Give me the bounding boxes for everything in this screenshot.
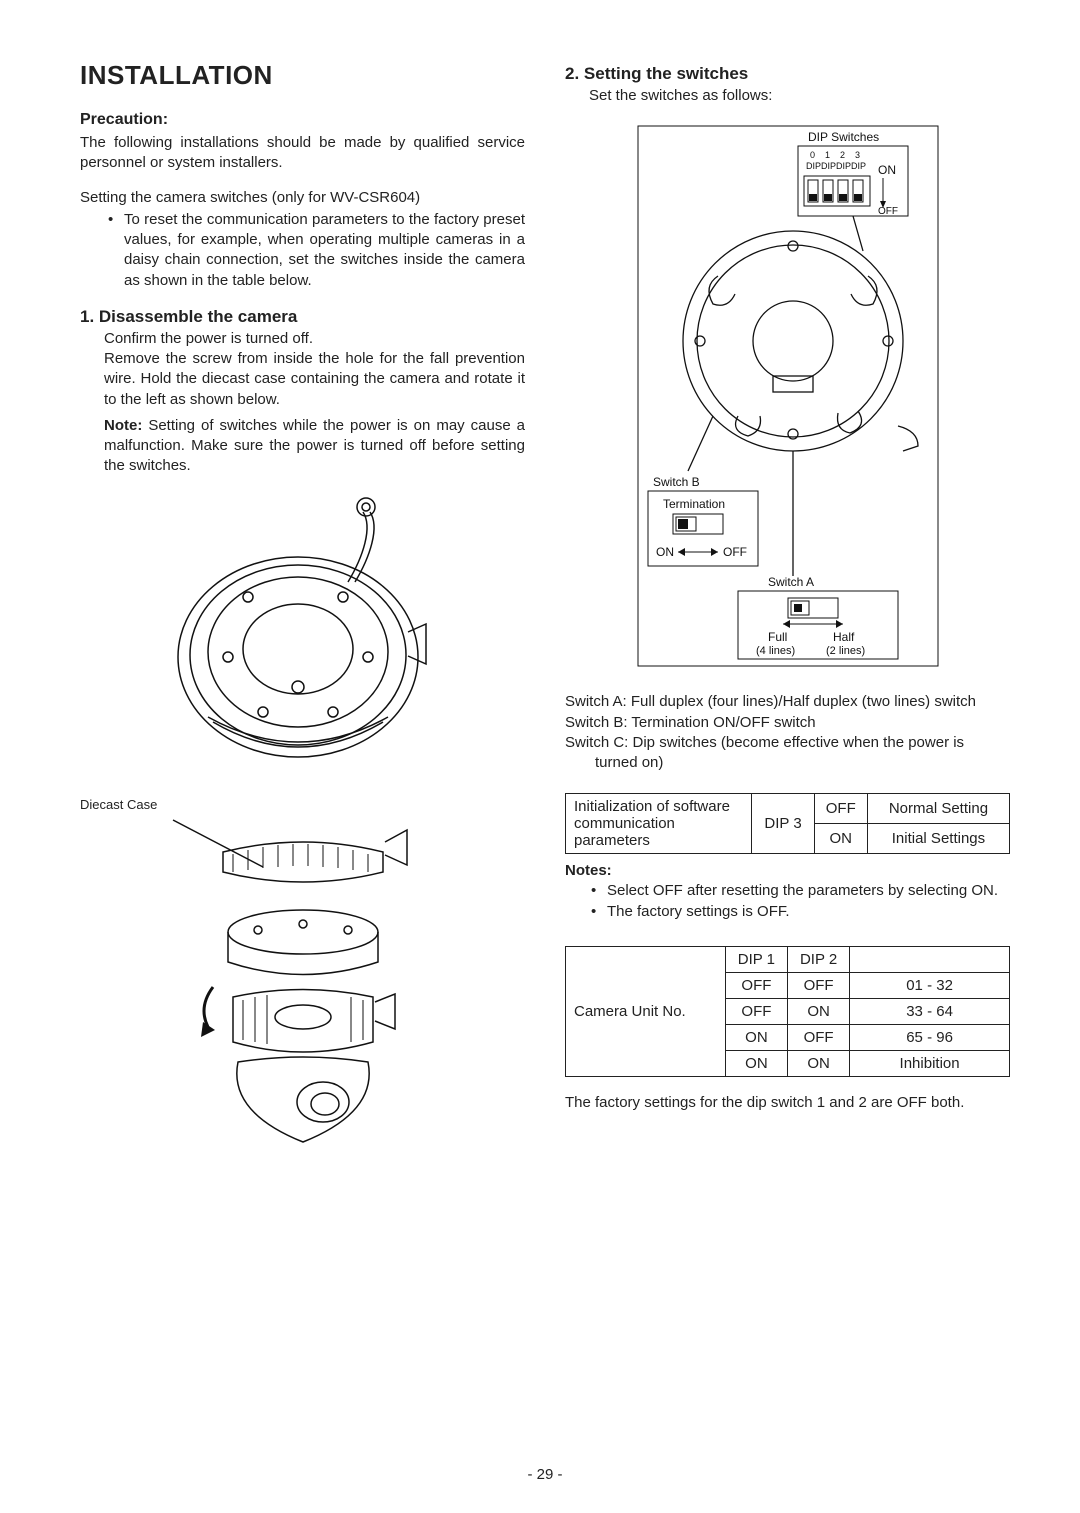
svg-text:3: 3	[855, 150, 860, 160]
diecast-diagram-block: Diecast Case	[80, 797, 525, 1152]
table2-h3	[850, 946, 1010, 972]
step1-note: Note: Setting of switches while the powe…	[104, 416, 525, 477]
svg-text:2: 2	[840, 150, 845, 160]
switch-b-sub: Termination	[663, 497, 725, 511]
table2-h2: DIP 2	[787, 946, 849, 972]
table-row: Camera Unit No. DIP 1 DIP 2	[566, 946, 1010, 972]
switch-b-desc: Switch B: Termination ON/OFF switch	[565, 713, 1010, 733]
note-body: Setting of switches while the power is o…	[104, 417, 525, 475]
step1-line2: Remove the screw from inside the hole fo…	[104, 349, 525, 410]
table1-dip: DIP 3	[752, 794, 814, 854]
step1-line1: Confirm the power is turned off.	[104, 329, 525, 349]
dip-on-label: ON	[878, 163, 896, 177]
note-label: Note:	[104, 417, 142, 434]
switch-a-full-sub: (4 lines)	[756, 645, 795, 657]
switch-descriptions: Switch A: Full duplex (four lines)/Half …	[565, 692, 1010, 773]
switch-c-desc: Switch C: Dip switches (become effective…	[565, 733, 1010, 774]
switch-a-desc: Switch A: Full duplex (four lines)/Half …	[565, 692, 1010, 712]
left-column: INSTALLATION Precaution: The following i…	[80, 60, 525, 1456]
note1: Select OFF after resetting the parameter…	[607, 881, 998, 901]
switch-b-title: Switch B	[653, 475, 700, 489]
dip12-table: Camera Unit No. DIP 1 DIP 2 OFF OFF 01 -…	[565, 946, 1010, 1077]
bullet-icon: •	[591, 902, 607, 922]
table1-label: Initialization of software communication…	[566, 794, 752, 854]
right-column: 2. Setting the switches Set the switches…	[565, 60, 1010, 1456]
svg-text:DIP: DIP	[806, 161, 821, 171]
page-number: - 29 -	[527, 1466, 562, 1483]
precaution-heading: Precaution:	[80, 111, 525, 129]
switch-a-half-sub: (2 lines)	[826, 645, 865, 657]
step1-heading: 1. Disassemble the camera	[80, 307, 525, 327]
diecast-label: Diecast Case	[80, 797, 525, 812]
switch-b-on: ON	[656, 545, 674, 559]
svg-text:0: 0	[810, 150, 815, 160]
two-column-layout: INSTALLATION Precaution: The following i…	[80, 60, 1010, 1456]
setting-intro: Setting the camera switches (only for WV…	[80, 188, 525, 208]
table2-h1: DIP 1	[725, 946, 787, 972]
switch-a-full: Full	[768, 630, 787, 644]
setting-bullet-list: • To reset the communication parameters …	[80, 210, 525, 291]
table2-label: Camera Unit No.	[566, 946, 726, 1076]
step2-heading: 2. Setting the switches	[565, 64, 1010, 84]
camera-top-svg	[163, 487, 443, 787]
dip3-table: Initialization of software communication…	[565, 793, 1010, 854]
svg-text:DIP: DIP	[851, 161, 866, 171]
svg-text:DIP: DIP	[821, 161, 836, 171]
bullet-icon: •	[591, 881, 607, 901]
step1-body: Confirm the power is turned off. Remove …	[80, 329, 525, 477]
page-footer: - 29 -	[80, 1456, 1010, 1483]
switch-a-half: Half	[833, 630, 855, 644]
table1-r2-state: ON	[814, 824, 867, 854]
step2-subtitle: Set the switches as follows:	[565, 86, 1010, 106]
svg-text:1: 1	[825, 150, 830, 160]
svg-text:DIP: DIP	[836, 161, 851, 171]
switches-svg: DIP Switches 0123 DIPDIPDIPDIP ON	[618, 116, 958, 676]
table1-r2-result: Initial Settings	[867, 824, 1009, 854]
dip-title: DIP Switches	[808, 130, 879, 144]
page-title: INSTALLATION	[80, 60, 525, 91]
setting-bullet-text: To reset the communication parameters to…	[124, 210, 525, 291]
notes-heading: Notes:	[565, 862, 1010, 879]
switch-b-off: OFF	[723, 545, 747, 559]
note2: The factory settings is OFF.	[607, 902, 790, 922]
precaution-body: The following installations should be ma…	[80, 133, 525, 174]
table1-r1-state: OFF	[814, 794, 867, 824]
switch-a-title: Switch A	[768, 575, 814, 589]
camera-top-diagram	[80, 487, 525, 787]
switches-diagram: DIP Switches 0123 DIPDIPDIPDIP ON	[565, 116, 1010, 676]
table1-r1-result: Normal Setting	[867, 794, 1009, 824]
bullet-icon: •	[108, 210, 124, 291]
page: INSTALLATION Precaution: The following i…	[0, 0, 1080, 1513]
notes-list: •Select OFF after resetting the paramete…	[565, 881, 1010, 922]
factory-note: The factory settings for the dip switch …	[565, 1093, 1010, 1113]
dip-off-label: OFF	[878, 206, 898, 217]
camera-exploded-svg	[153, 812, 453, 1152]
table-row: Initialization of software communication…	[566, 794, 1010, 824]
